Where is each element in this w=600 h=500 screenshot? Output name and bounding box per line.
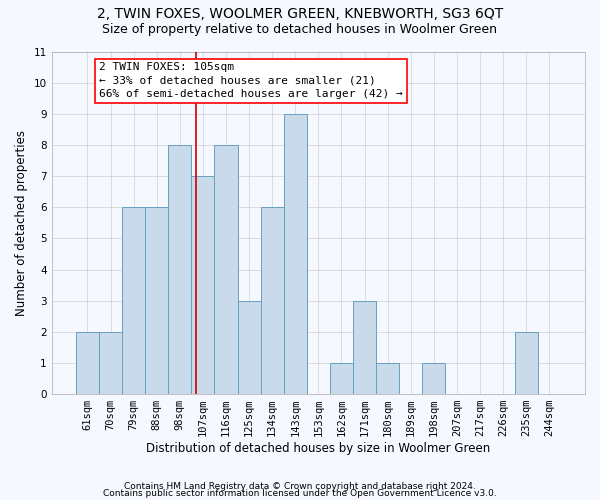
Text: Contains public sector information licensed under the Open Government Licence v3: Contains public sector information licen… [103,490,497,498]
Bar [122,207,145,394]
Text: 2 TWIN FOXES: 105sqm
← 33% of detached houses are smaller (21)
66% of semi-detac: 2 TWIN FOXES: 105sqm ← 33% of detached h… [99,62,403,99]
Text: 2, TWIN FOXES, WOOLMER GREEN, KNEBWORTH, SG3 6QT: 2, TWIN FOXES, WOOLMER GREEN, KNEBWORTH,… [97,8,503,22]
Bar [214,145,238,394]
Bar [422,363,445,394]
Bar [191,176,214,394]
Bar [284,114,307,394]
Text: Contains HM Land Registry data © Crown copyright and database right 2024.: Contains HM Land Registry data © Crown c… [124,482,476,491]
Bar [260,207,284,394]
Bar [168,145,191,394]
Bar [99,332,122,394]
Bar [330,363,353,394]
Bar [515,332,538,394]
Bar [353,300,376,394]
Bar [76,332,99,394]
X-axis label: Distribution of detached houses by size in Woolmer Green: Distribution of detached houses by size … [146,442,490,455]
Text: Size of property relative to detached houses in Woolmer Green: Size of property relative to detached ho… [103,22,497,36]
Bar [376,363,399,394]
Bar [238,300,260,394]
Bar [145,207,168,394]
Y-axis label: Number of detached properties: Number of detached properties [15,130,28,316]
